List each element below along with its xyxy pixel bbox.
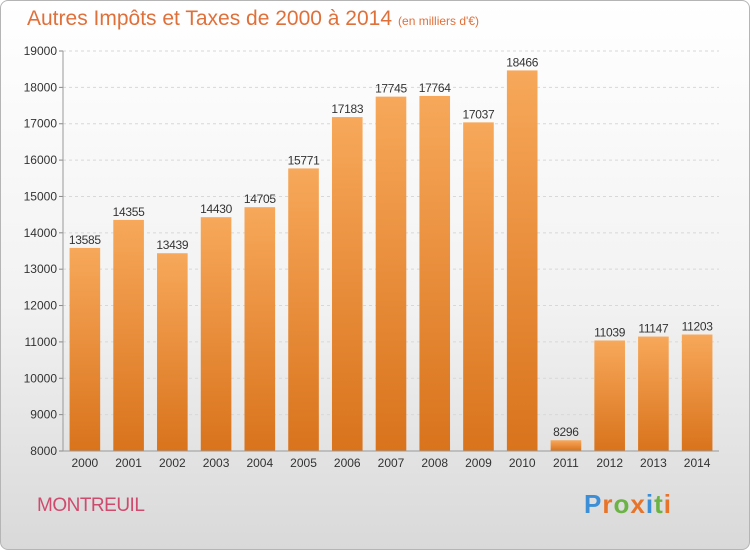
data-label: 13585 (69, 233, 101, 247)
y-tick-label: 14000 (24, 226, 58, 240)
data-label: 14705 (244, 192, 276, 206)
y-tick-label: 11000 (25, 335, 58, 349)
x-tick-label: 2008 (421, 456, 448, 470)
data-label: 13439 (156, 238, 188, 252)
y-tick-label: 12000 (24, 299, 58, 313)
bar-2011 (550, 440, 582, 451)
y-tick-label: 18000 (24, 80, 58, 94)
data-label: 15771 (288, 153, 320, 167)
bar-2012 (594, 340, 625, 451)
data-label: 18466 (506, 55, 538, 69)
data-label: 11039 (594, 325, 626, 339)
data-label: 17037 (463, 107, 495, 121)
data-label: 17183 (331, 102, 363, 116)
x-tick-label: 2003 (203, 456, 230, 470)
logo-letter: o (613, 489, 631, 519)
bars: 13585 14355 13439 14430 14705 15771 17183 17745… (69, 55, 714, 452)
x-tick-label: 2007 (378, 456, 405, 470)
bar-2005 (288, 168, 319, 451)
logo-letter: t (654, 489, 664, 519)
bar-2007 (375, 96, 407, 452)
logo-letter: i (663, 489, 672, 519)
data-label: 17764 (419, 81, 451, 95)
data-label: 14430 (200, 202, 232, 216)
x-tick-label: 2000 (72, 456, 99, 470)
y-tick-label: 16000 (24, 153, 58, 167)
y-tick-label: 13000 (24, 262, 58, 276)
chart-title: Autres Impôts et Taxes de 2000 à 2014 (27, 7, 393, 30)
logo-letter: r (602, 489, 614, 519)
x-tick-label: 2005 (290, 456, 317, 470)
x-tick-label: 2006 (334, 456, 361, 470)
x-tick-label: 2013 (640, 456, 667, 470)
bar-2008 (419, 95, 451, 451)
logo-letter: i (645, 489, 655, 519)
logo-letter: x (630, 489, 646, 519)
y-tick-label: 9000 (30, 408, 57, 422)
bar-2002 (157, 253, 188, 451)
y-tick-label: 10000 (24, 371, 58, 385)
bar-2001 (113, 219, 144, 451)
x-tick-label: 2010 (509, 456, 536, 470)
y-tick-label: 8000 (30, 444, 57, 458)
y-tick-label: 15000 (24, 189, 58, 203)
data-label: 14355 (113, 205, 145, 219)
bar-2010 (506, 70, 538, 451)
data-label: 11147 (638, 322, 669, 336)
x-tick-label: 2011 (553, 456, 579, 470)
x-tick-label: 2001 (115, 456, 142, 470)
bar-2004 (244, 207, 276, 451)
y-tick-label: 17000 (24, 117, 58, 131)
y-axis: 8000 9000 10000 11000 12000 13000 14000 15000 16… (24, 44, 64, 458)
bar-2006 (331, 117, 363, 451)
proxiti-logo[interactable]: Proxiti (584, 489, 672, 520)
bar-2000 (69, 247, 101, 451)
x-tick-label: 2009 (465, 456, 492, 470)
data-label: 17745 (375, 82, 407, 96)
x-tick-label: 2004 (246, 456, 273, 470)
x-axis: 2000 2001 2002 2003 2004 2005 2006 2007 2008 2009… (63, 450, 719, 470)
x-tick-label: 2012 (596, 456, 623, 470)
data-label: 8296 (553, 425, 579, 439)
bar-2013 (638, 336, 669, 451)
logo-letter: P (584, 489, 603, 519)
data-label: 11203 (682, 320, 714, 334)
x-tick-label: 2002 (159, 456, 186, 470)
city-label: MONTREUIL (37, 495, 145, 516)
bar-2014 (681, 334, 713, 451)
title-block: Autres Impôts et Taxes de 2000 à 2014 (en… (27, 7, 479, 31)
bar-2009 (463, 122, 494, 451)
bar-2003 (200, 217, 232, 451)
y-tick-label: 19000 (24, 44, 58, 58)
x-tick-label: 2014 (684, 456, 711, 470)
chart-subtitle: (en milliers d'€) (398, 14, 480, 28)
